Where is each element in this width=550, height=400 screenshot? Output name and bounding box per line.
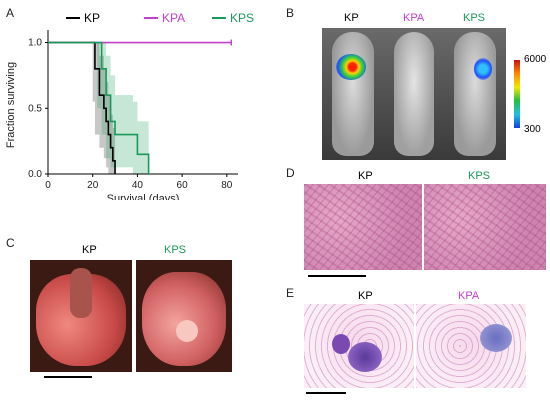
- scale-bar-c: [44, 376, 92, 378]
- c-label-kps: KPS: [164, 244, 187, 256]
- lung-section-kp: [304, 304, 414, 388]
- histology-image-kp: [304, 184, 422, 270]
- y-tick-label: 1.0: [28, 38, 42, 49]
- series-line-kps: [48, 41, 150, 174]
- lung-image-kp: [30, 260, 132, 372]
- y-axis-title: Fraction surviving: [5, 62, 17, 148]
- confidence-band-kps: [48, 42, 149, 175]
- mouse-image-kp: [322, 28, 384, 160]
- d-label-kps: KPS: [468, 170, 491, 182]
- x-axis-title: Survival (days): [107, 193, 180, 200]
- e-label-kpa: KPA: [458, 290, 480, 302]
- y-tick-label: 0.5: [28, 103, 42, 114]
- y-tick-label: 0.0: [28, 169, 42, 180]
- b-label-kpa: KPA: [403, 12, 425, 24]
- x-tick-label: 20: [87, 180, 99, 191]
- lung-section-kpa: [416, 304, 526, 388]
- histology-image-kps: [424, 184, 546, 270]
- lung-image-kps: [136, 260, 232, 372]
- series-line-kp: [48, 41, 116, 174]
- scale-bar-d: [308, 275, 366, 277]
- survival-chart: 0 20 40 60 80 0.0 0.5 1.0 Survival (days) Fractio…: [5, 11, 254, 200]
- e-label-kp: KP: [358, 290, 373, 302]
- colorbar: [514, 60, 520, 128]
- d-label-kp: KP: [358, 170, 373, 182]
- confidence-band-kp: [48, 42, 116, 175]
- panel-letter-d: D: [286, 166, 295, 180]
- panel-letter-b: B: [286, 6, 295, 20]
- c-label-kp: KP: [82, 244, 97, 256]
- mouse-image-kpa: [384, 28, 444, 160]
- panel-letter-a: A: [6, 6, 15, 20]
- colorbar-max: 6000: [524, 54, 547, 65]
- x-tick-label: 40: [132, 180, 144, 191]
- colorbar-min: 300: [524, 124, 541, 135]
- b-label-kps: KPS: [463, 12, 486, 24]
- scale-bar-e: [306, 392, 346, 394]
- legend-label-kp: KP: [84, 11, 100, 25]
- b-label-kp: KP: [344, 12, 359, 24]
- panel-letter-e: E: [286, 286, 295, 300]
- x-tick-label: 60: [177, 180, 189, 191]
- mouse-image-kps: [444, 28, 506, 160]
- x-tick-label: 80: [221, 180, 233, 191]
- x-tick-label: 0: [45, 180, 51, 191]
- legend-label-kps: KPS: [230, 11, 254, 25]
- legend-label-kpa: KPA: [162, 11, 185, 25]
- panel-letter-c: C: [6, 236, 15, 250]
